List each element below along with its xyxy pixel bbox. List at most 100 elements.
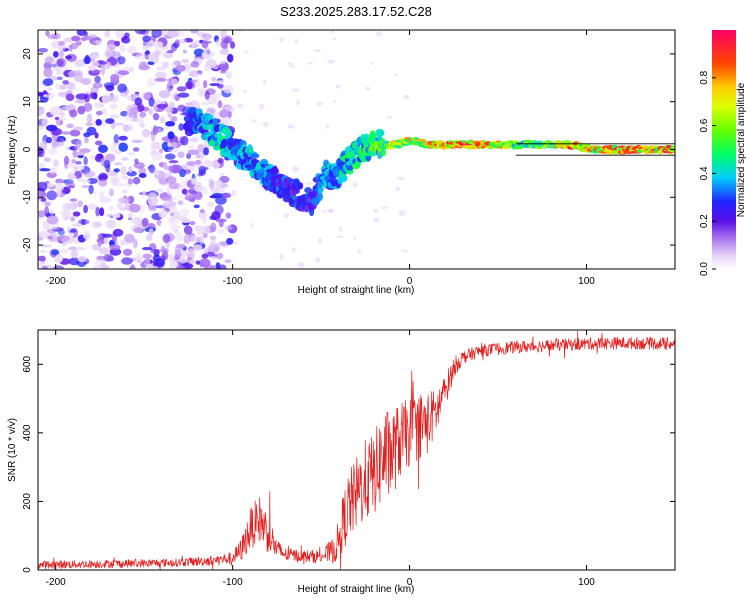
noise-blob [291, 125, 295, 129]
noise-blob [209, 195, 219, 199]
noise-blob [81, 179, 91, 184]
y-tick-label: 10 [22, 96, 33, 108]
noise-blob [160, 116, 165, 124]
noise-blob [190, 30, 199, 34]
noise-blob [158, 148, 163, 154]
noise-blob [170, 206, 178, 212]
noise-blob [95, 140, 103, 146]
noise-blob [55, 253, 63, 263]
noise-blob [101, 94, 111, 104]
noise-blob [95, 119, 102, 126]
noise-blob [169, 253, 174, 261]
noise-blob [222, 84, 235, 94]
noise-blob [331, 30, 335, 33]
noise-blob [77, 200, 83, 208]
noise-blob [376, 31, 382, 37]
noise-blob [134, 30, 147, 35]
noise-blob [47, 236, 53, 240]
ridge-blob [227, 130, 233, 137]
noise-blob [139, 111, 147, 118]
noise-blob [53, 159, 59, 168]
noise-blob [98, 144, 108, 153]
noise-blob [153, 258, 166, 267]
noise-blob [44, 201, 51, 207]
noise-blob [209, 256, 219, 260]
noise-blob [38, 106, 45, 116]
snr-line [38, 330, 675, 570]
noise-blob [121, 257, 133, 265]
noise-blob [148, 97, 155, 107]
noise-blob [232, 242, 240, 245]
noise-blob [49, 209, 55, 215]
noise-blob [251, 119, 256, 123]
noise-blob [216, 252, 224, 260]
noise-blob [168, 160, 179, 164]
noise-blob [224, 225, 233, 231]
noise-blob [195, 159, 202, 165]
noise-blob [165, 153, 176, 160]
noise-blob [218, 63, 227, 69]
snr-panel: -200 -100 0 100 0 200 400 600 Height of straigh… [7, 329, 676, 595]
noise-blob [168, 164, 180, 174]
noise-blob [123, 248, 133, 256]
noise-blob [105, 219, 116, 229]
noise-blob [202, 159, 215, 168]
noise-blob [110, 144, 117, 153]
ridge-blob [251, 153, 260, 159]
noise-blob [105, 84, 115, 92]
noise-blob [132, 238, 138, 249]
noise-blob [153, 102, 158, 111]
noise-blob [109, 188, 114, 197]
noise-blob [168, 182, 180, 190]
noise-blob [193, 204, 200, 209]
noise-blob [86, 113, 93, 124]
figure-title: S233.2025.283.17.52.C28 [280, 4, 432, 19]
noise-blob [195, 260, 201, 265]
noise-blob [283, 213, 290, 218]
noise-blob [165, 146, 174, 150]
x-tick-label: 100 [578, 577, 595, 588]
noise-blob [307, 62, 314, 65]
noise-blob [109, 244, 121, 251]
snr-frame [37, 329, 676, 571]
noise-blob [161, 197, 173, 202]
noise-blob [56, 76, 63, 81]
noise-blob [225, 106, 236, 112]
noise-blob [116, 183, 128, 187]
noise-blob [338, 226, 343, 233]
noise-blob [86, 126, 97, 136]
noise-blob [318, 237, 322, 243]
noise-blob [197, 87, 207, 94]
noise-blob [152, 125, 158, 135]
noise-blob [194, 190, 203, 201]
noise-blob [142, 253, 152, 259]
x-tick-label: -200 [46, 577, 66, 588]
noise-blob [80, 77, 92, 86]
spectrogram-frame [37, 29, 676, 270]
y-tick-label: 0 [22, 567, 33, 573]
noise-blob [141, 217, 149, 227]
noise-blob [287, 124, 293, 129]
noise-blob [153, 113, 160, 121]
noise-blob [194, 186, 205, 192]
noise-blob [179, 208, 190, 217]
noise-blob [128, 203, 141, 213]
noise-blob [105, 118, 115, 124]
noise-blob [203, 47, 211, 55]
noise-blob [189, 220, 196, 226]
noise-blob [142, 35, 151, 43]
noise-blob [83, 204, 88, 214]
noise-blob [77, 151, 86, 155]
colorbar-gradient [712, 30, 736, 269]
colorbar: 0.0 0.2 0.4 0.6 0.8 Normalized spectral ampl… [699, 30, 747, 276]
noise-blob [92, 265, 105, 269]
noise-blob [179, 218, 192, 223]
noise-blob [46, 190, 57, 201]
noise-blob [373, 209, 379, 213]
noise-blob [117, 56, 126, 65]
noise-blob [87, 203, 98, 210]
noise-blob [134, 97, 143, 106]
colorbar-label: Normalized spectral amplitude [736, 82, 747, 217]
noise-blob [232, 190, 237, 195]
noise-blob [316, 102, 323, 106]
